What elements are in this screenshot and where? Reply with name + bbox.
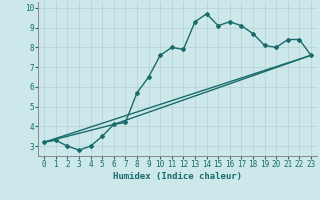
X-axis label: Humidex (Indice chaleur): Humidex (Indice chaleur)	[113, 172, 242, 181]
